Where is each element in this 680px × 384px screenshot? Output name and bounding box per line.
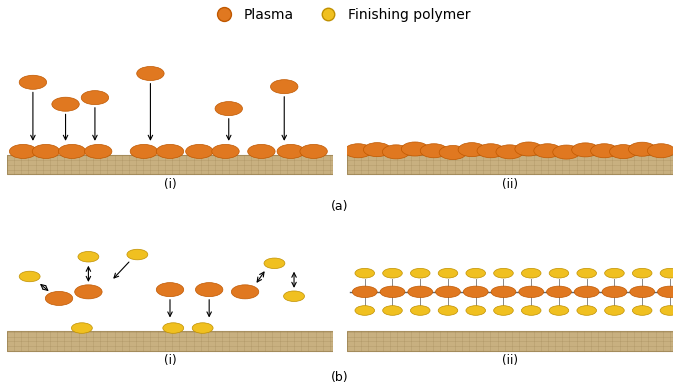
Ellipse shape: [605, 306, 624, 315]
Ellipse shape: [383, 306, 403, 315]
Ellipse shape: [52, 97, 80, 111]
Text: (a): (a): [331, 200, 349, 214]
Ellipse shape: [271, 79, 298, 94]
Ellipse shape: [32, 144, 60, 159]
Ellipse shape: [355, 268, 375, 278]
Ellipse shape: [658, 286, 680, 298]
Ellipse shape: [84, 144, 112, 159]
Ellipse shape: [411, 268, 430, 278]
Ellipse shape: [438, 268, 458, 278]
Ellipse shape: [411, 306, 430, 315]
Legend: Plasma, Finishing polymer: Plasma, Finishing polymer: [209, 7, 471, 24]
Ellipse shape: [10, 144, 37, 159]
Ellipse shape: [436, 286, 460, 298]
Ellipse shape: [277, 144, 305, 159]
Ellipse shape: [494, 306, 513, 315]
Ellipse shape: [231, 285, 259, 299]
Text: (i): (i): [164, 354, 176, 367]
Ellipse shape: [522, 268, 541, 278]
Ellipse shape: [156, 283, 184, 297]
Ellipse shape: [632, 306, 652, 315]
Ellipse shape: [300, 144, 327, 159]
Ellipse shape: [383, 268, 403, 278]
Bar: [347, 155, 673, 174]
Ellipse shape: [408, 286, 432, 298]
Ellipse shape: [491, 286, 516, 298]
Ellipse shape: [420, 144, 447, 158]
Ellipse shape: [19, 271, 40, 282]
Ellipse shape: [577, 306, 596, 315]
Ellipse shape: [211, 144, 239, 159]
Bar: [347, 331, 673, 351]
Ellipse shape: [46, 291, 73, 305]
Ellipse shape: [591, 144, 618, 158]
Ellipse shape: [78, 252, 99, 262]
Ellipse shape: [577, 268, 596, 278]
Ellipse shape: [71, 323, 92, 333]
Ellipse shape: [380, 286, 405, 298]
Ellipse shape: [163, 323, 184, 333]
Ellipse shape: [660, 268, 680, 278]
Ellipse shape: [186, 144, 213, 159]
Ellipse shape: [515, 142, 543, 156]
Ellipse shape: [549, 268, 568, 278]
Ellipse shape: [127, 249, 148, 260]
Ellipse shape: [660, 306, 680, 315]
Ellipse shape: [438, 306, 458, 315]
Ellipse shape: [401, 142, 428, 156]
Ellipse shape: [58, 144, 86, 159]
Ellipse shape: [248, 144, 275, 159]
Ellipse shape: [547, 286, 571, 298]
Ellipse shape: [534, 144, 561, 158]
Ellipse shape: [575, 286, 599, 298]
Text: (ii): (ii): [502, 178, 518, 191]
Ellipse shape: [382, 145, 410, 159]
Ellipse shape: [130, 144, 158, 159]
Ellipse shape: [466, 306, 486, 315]
Ellipse shape: [355, 306, 375, 315]
Ellipse shape: [496, 145, 524, 159]
Ellipse shape: [463, 286, 488, 298]
Ellipse shape: [519, 286, 543, 298]
Ellipse shape: [264, 258, 285, 268]
Ellipse shape: [494, 268, 513, 278]
Ellipse shape: [630, 286, 655, 298]
Ellipse shape: [602, 286, 627, 298]
Ellipse shape: [522, 306, 541, 315]
Ellipse shape: [439, 146, 466, 159]
Ellipse shape: [345, 144, 372, 158]
Ellipse shape: [75, 285, 102, 299]
Ellipse shape: [215, 102, 243, 116]
Text: (ii): (ii): [502, 354, 518, 367]
Ellipse shape: [632, 268, 652, 278]
Ellipse shape: [81, 91, 109, 105]
Ellipse shape: [156, 144, 184, 159]
Ellipse shape: [458, 142, 486, 157]
Ellipse shape: [572, 143, 599, 157]
Ellipse shape: [352, 286, 377, 298]
Bar: [7, 331, 333, 351]
Ellipse shape: [284, 291, 305, 301]
Ellipse shape: [363, 142, 391, 157]
Ellipse shape: [477, 144, 505, 158]
Ellipse shape: [609, 145, 637, 159]
Ellipse shape: [195, 283, 223, 297]
Text: (i): (i): [164, 178, 176, 191]
Ellipse shape: [549, 306, 568, 315]
Text: (b): (b): [331, 371, 349, 384]
Ellipse shape: [19, 75, 47, 89]
Ellipse shape: [137, 66, 164, 81]
Ellipse shape: [647, 144, 675, 158]
Ellipse shape: [605, 268, 624, 278]
Ellipse shape: [192, 323, 213, 333]
Ellipse shape: [466, 268, 486, 278]
Ellipse shape: [628, 142, 656, 156]
Ellipse shape: [553, 145, 580, 159]
Bar: [7, 155, 333, 174]
